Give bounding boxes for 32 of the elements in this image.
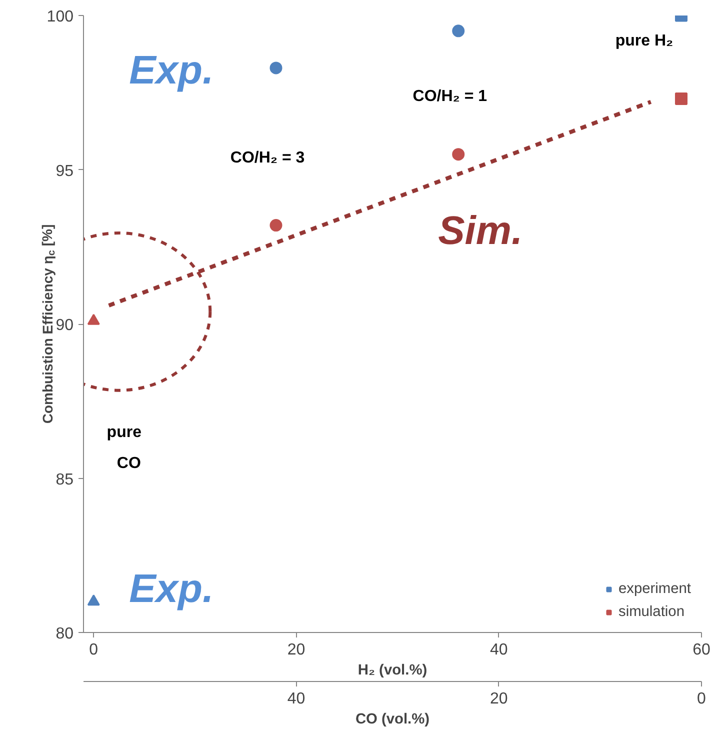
point: [674, 92, 688, 106]
y-tick-label: 100: [46, 8, 74, 26]
y-tick-label: 95: [56, 162, 74, 180]
annotation: CO: [116, 455, 141, 472]
y-axis-title: Combuistion Efficiency ηc [%]: [39, 224, 58, 424]
x2-tick-label: 0: [697, 690, 706, 708]
annotation: pure H₂: [615, 32, 674, 50]
annotation: CO/H₂ = 1: [412, 88, 488, 105]
legend-label: simulation: [618, 604, 684, 620]
y-tick-label: 80: [56, 626, 74, 642]
legend-label: experiment: [618, 581, 691, 597]
point: [87, 314, 100, 325]
x2-axis-title: CO (vol.%): [355, 712, 430, 728]
point: [270, 62, 282, 74]
annotation: Exp.: [129, 48, 214, 93]
x-axis-title: H₂ (vol.%): [358, 662, 428, 678]
annotation: Exp.: [129, 566, 214, 611]
annotation: CO/H₂ = 3: [230, 150, 305, 167]
x-tick-label: 0: [89, 642, 98, 658]
point: [452, 148, 465, 161]
x-tick-label: 40: [490, 642, 508, 658]
x2-tick-label: 20: [490, 690, 508, 708]
annotation: Sim.: [438, 209, 523, 254]
annotation: pure: [106, 424, 142, 442]
y-tick-label: 85: [56, 471, 74, 488]
x-tick-label: 60: [692, 642, 710, 658]
x2-tick-label: 40: [287, 690, 306, 708]
point: [452, 24, 465, 38]
y-tick-label: 90: [56, 317, 74, 334]
x-tick-label: 20: [287, 642, 306, 658]
point: [87, 594, 100, 606]
point: [270, 219, 282, 232]
